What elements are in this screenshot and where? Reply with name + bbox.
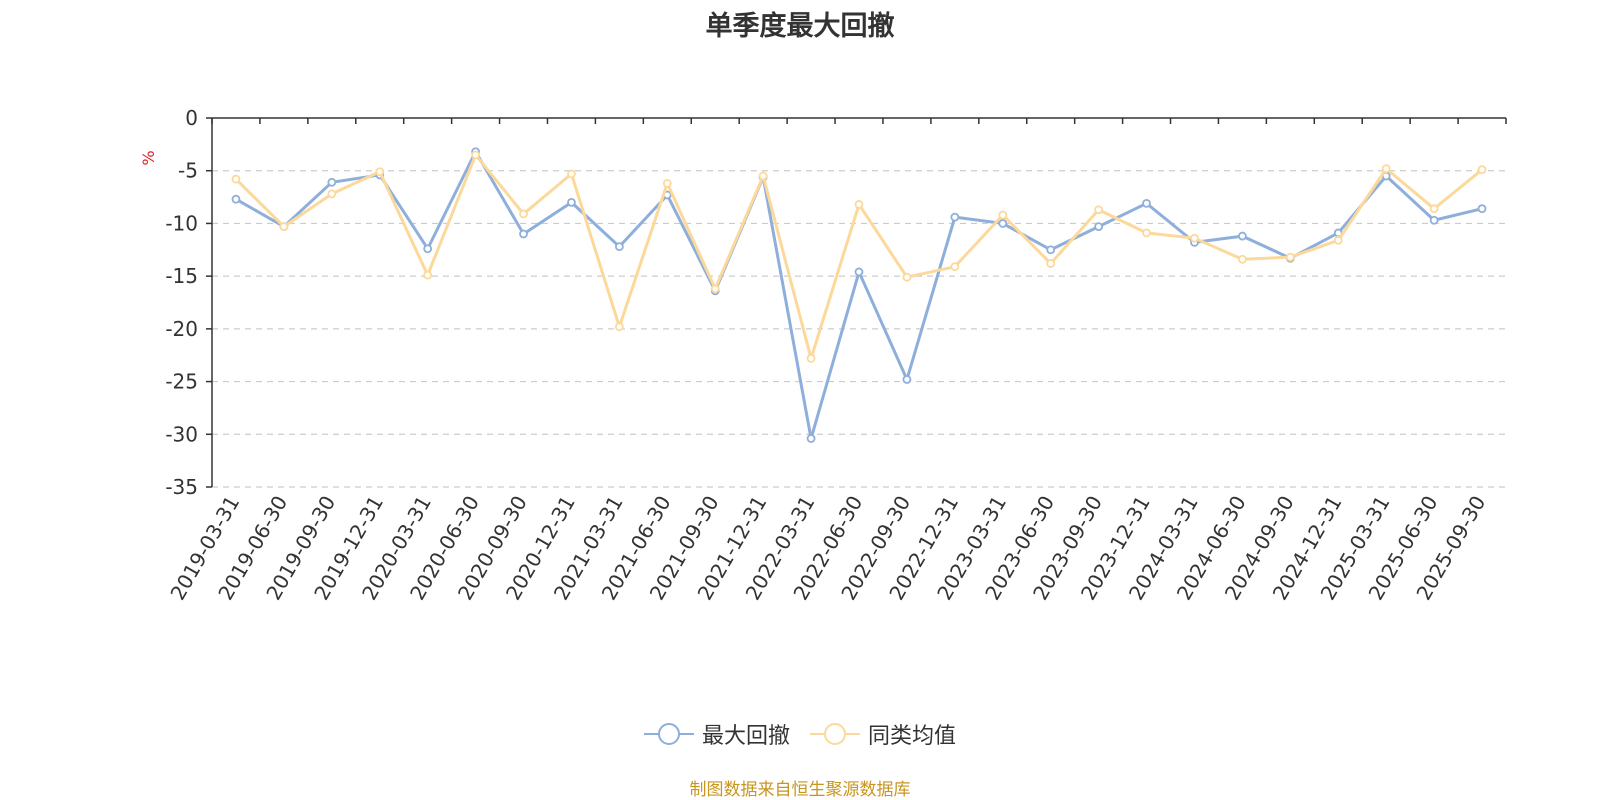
line-chart: 0-5-10-15-20-25-30-35%2019-03-312019-06-…	[139, 106, 1507, 604]
legend-series-1-circle-icon	[810, 723, 860, 745]
series-1-point-6	[519, 209, 528, 219]
y-tick-label-0: 0	[185, 106, 198, 130]
series-1-point-0	[231, 174, 241, 184]
series-0-point-26	[1477, 204, 1487, 214]
series-1-point-20	[1190, 233, 1199, 243]
series-0-point-15	[950, 212, 960, 222]
series-0-point-2	[327, 177, 337, 187]
y-tick-label-5: -25	[165, 370, 198, 394]
series-1-point-19	[1142, 228, 1151, 238]
series-1-point-25	[1429, 204, 1439, 214]
series-1-point-10	[710, 284, 720, 294]
series-0-point-14	[902, 375, 912, 384]
series-1-point-5	[471, 150, 480, 160]
series-0-point-6	[519, 229, 528, 239]
y-tick-label-6: -30	[165, 422, 198, 446]
legend-item-series-0[interactable]: 最大回撤	[643, 718, 790, 750]
y-axis-unit-label: %	[139, 150, 158, 165]
series-1-point-23	[1333, 235, 1343, 245]
series-1-point-16	[998, 210, 1008, 220]
series-0-point-25	[1429, 215, 1439, 225]
series-0-point-7	[567, 197, 576, 207]
series-1-point-11	[758, 171, 768, 181]
series-1-point-24	[1381, 164, 1391, 174]
series-0-point-19	[1142, 198, 1151, 208]
legend-series-0-circle-icon	[643, 723, 694, 745]
series-1-point-12	[806, 353, 816, 363]
series-1-point-14	[902, 272, 912, 282]
series-1-point-13	[854, 200, 864, 209]
series-1-point-15	[950, 262, 960, 272]
series-1	[231, 150, 1487, 363]
series-0-point-0	[231, 194, 241, 204]
legend-label-series-1: 同类均值	[868, 724, 957, 749]
series-0-point-21	[1238, 231, 1247, 241]
chart-title: 单季度最大回撤	[705, 11, 895, 42]
series-1-line	[234, 153, 1483, 360]
series-1-point-18	[1094, 205, 1104, 215]
series-0-line	[235, 150, 1483, 441]
series-1-point-8	[614, 322, 624, 332]
series-1-point-4	[423, 270, 433, 280]
series-0-point-13	[854, 267, 864, 277]
series-1-point-22	[1285, 252, 1295, 262]
series-0-point-18	[1094, 222, 1104, 231]
grid-lines	[212, 170, 1506, 488]
y-tick-label-7: -35	[165, 475, 198, 499]
y-tick-label-2: -10	[165, 211, 198, 235]
series-lines	[231, 147, 1487, 443]
series-1-point-9	[662, 178, 672, 188]
series-1-point-1	[279, 222, 289, 231]
y-tick-label-4: -20	[165, 317, 198, 341]
series-1-point-17	[1046, 259, 1056, 268]
series-1-point-2	[327, 189, 337, 199]
legend-label-series-0: 最大回撤	[701, 724, 790, 749]
series-1-point-7	[567, 169, 576, 179]
legend: 最大回撤 同类均值	[0, 718, 1600, 750]
series-0-point-17	[1046, 245, 1056, 255]
data-source-note: 制图数据来自恒生聚源数据库	[689, 780, 911, 800]
series-0	[231, 147, 1487, 443]
series-1-point-26	[1477, 165, 1487, 175]
y-tick-label-1: -5	[178, 159, 198, 183]
series-0-point-16	[998, 219, 1008, 228]
series-1-point-21	[1238, 254, 1247, 264]
series-0-point-4	[423, 244, 433, 254]
series-1-point-3	[375, 167, 385, 177]
legend-item-series-1[interactable]: 同类均值	[810, 718, 956, 750]
series-0-point-8	[614, 242, 624, 252]
series-0-point-12	[806, 434, 816, 443]
y-tick-label-3: -15	[165, 264, 198, 288]
